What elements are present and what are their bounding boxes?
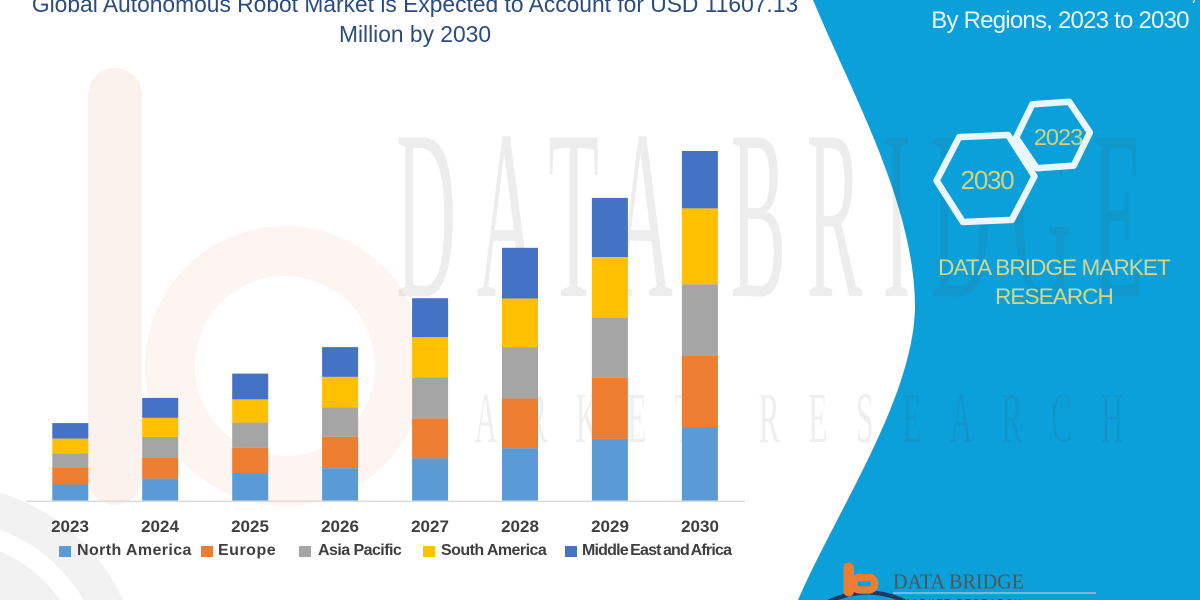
svg-text:2030: 2030	[961, 165, 1014, 195]
svg-text:2023: 2023	[1034, 124, 1083, 150]
svg-text:DATA BRIDGE: DATA BRIDGE	[893, 570, 1024, 594]
svg-text:MARKET RESEARCH: MARKET RESEARCH	[902, 596, 1023, 600]
